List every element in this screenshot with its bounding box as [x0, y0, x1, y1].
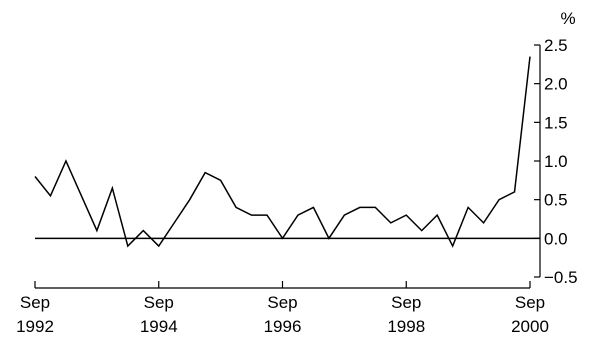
x-tick-label-month: Sep	[391, 293, 421, 312]
y-tick-label: 0.0	[544, 229, 568, 248]
x-tick-label-year: 1992	[16, 317, 54, 336]
y-tick-label: 1.0	[544, 152, 568, 171]
series-group	[34, 56, 531, 248]
y-axis-unit-label: %	[560, 9, 575, 28]
x-axis: Sep 1992 Sep 1994 Sep 1996 Sep 1998 Sep 2000	[16, 281, 549, 336]
y-tick-label: −0.5	[544, 268, 578, 287]
x-tick-label-year: 1994	[140, 317, 178, 336]
y-tick-label: 2.5	[544, 36, 568, 55]
y-axis: −0.5 0.0 0.5 1.0 1.5 2.0 2.5	[534, 36, 578, 287]
x-tick-label-year: 1996	[264, 317, 302, 336]
x-tick-label-year: 2000	[511, 317, 549, 336]
x-tick-label-month: Sep	[515, 293, 545, 312]
y-tick-label: 1.5	[544, 113, 568, 132]
x-tick-label-year: 1998	[387, 317, 425, 336]
x-tick-label-month: Sep	[144, 293, 174, 312]
x-tick-label-month: Sep	[267, 293, 297, 312]
series-line	[34, 56, 531, 248]
x-tick-label-month: Sep	[20, 293, 50, 312]
y-tick-label: 0.5	[544, 191, 568, 210]
y-tick-label: 2.0	[544, 75, 568, 94]
